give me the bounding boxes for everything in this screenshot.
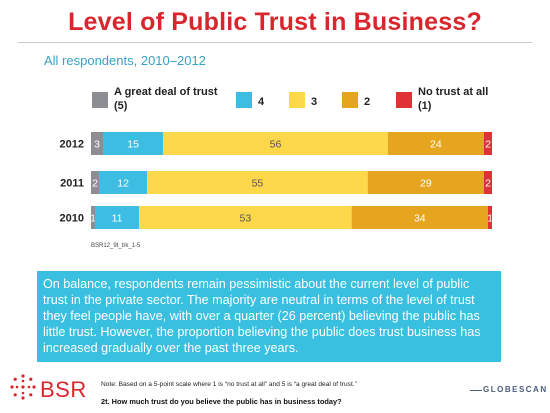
globescan-logo-text: GLOBESCAN: [483, 385, 548, 394]
slide-title: Level of Public Trust in Business?: [68, 8, 482, 36]
data-label: 3: [94, 139, 100, 151]
title-divider: [18, 42, 532, 43]
category-label: 2012: [60, 139, 84, 151]
bar-segment: [91, 206, 96, 229]
stacked-bar-chart: A great deal of trust (5) 4 3 2 No trust at a…: [60, 86, 494, 249]
legend-label: 4: [258, 96, 265, 108]
data-label: 24: [430, 139, 442, 151]
bar-segment: [387, 132, 484, 155]
legend-swatch: [236, 92, 252, 108]
data-label: 55: [252, 178, 264, 190]
category-label: 2010: [60, 213, 84, 225]
data-label: 56: [270, 139, 282, 151]
source-code-label: BSR12_9t_trk_1-5: [91, 243, 141, 249]
data-label: 2: [485, 139, 491, 151]
legend-label: (5): [114, 100, 128, 112]
data-label: 34: [414, 213, 426, 225]
data-label: 15: [127, 139, 139, 151]
footer-note: Note: Based on a 5-point scale where 1 i…: [101, 381, 357, 388]
legend-label: 3: [311, 96, 317, 108]
data-label: 12: [117, 178, 129, 190]
bar-segment: [163, 132, 388, 155]
bar-segment: [367, 171, 484, 194]
data-label: 11: [112, 213, 123, 225]
bar-segment: [487, 206, 492, 229]
legend-label: No trust at all: [418, 86, 488, 98]
bar-segment: [103, 132, 164, 155]
bar-segment: [351, 206, 488, 229]
globescan-logo-line: [470, 390, 482, 391]
data-label: 1: [90, 213, 96, 225]
data-label: 1: [487, 213, 493, 225]
data-label: 29: [420, 178, 432, 190]
data-label: 2: [485, 178, 491, 190]
bar-segment: [483, 132, 492, 155]
legend-swatch: [396, 92, 412, 108]
legend-label: (1): [418, 100, 432, 112]
data-label: 2: [92, 178, 98, 190]
category-label: 2011: [60, 178, 84, 190]
legend-label: A great deal of trust: [114, 86, 218, 98]
legend-swatch: [342, 92, 358, 108]
data-label: 53: [240, 213, 252, 225]
legend-swatch: [92, 92, 108, 108]
bar-segment: [91, 171, 100, 194]
summary-callout: On balance, respondents remain pessimist…: [37, 271, 501, 362]
bar-segment: [483, 171, 492, 194]
bar-segment: [147, 171, 368, 194]
bar-segment: [91, 132, 104, 155]
footer-question: 2t. How much trust do you believe the pu…: [101, 397, 342, 406]
bsr-logo-text: BSR: [40, 377, 87, 402]
legend-swatch: [289, 92, 305, 108]
bar-segment: [139, 206, 352, 229]
bsr-logo-icon: [10, 374, 36, 400]
legend-label: 2: [364, 96, 370, 108]
bar-segment: [95, 206, 140, 229]
slide-subtitle: All respondents, 2010–2012: [44, 53, 206, 68]
bar-segment: [99, 171, 148, 194]
